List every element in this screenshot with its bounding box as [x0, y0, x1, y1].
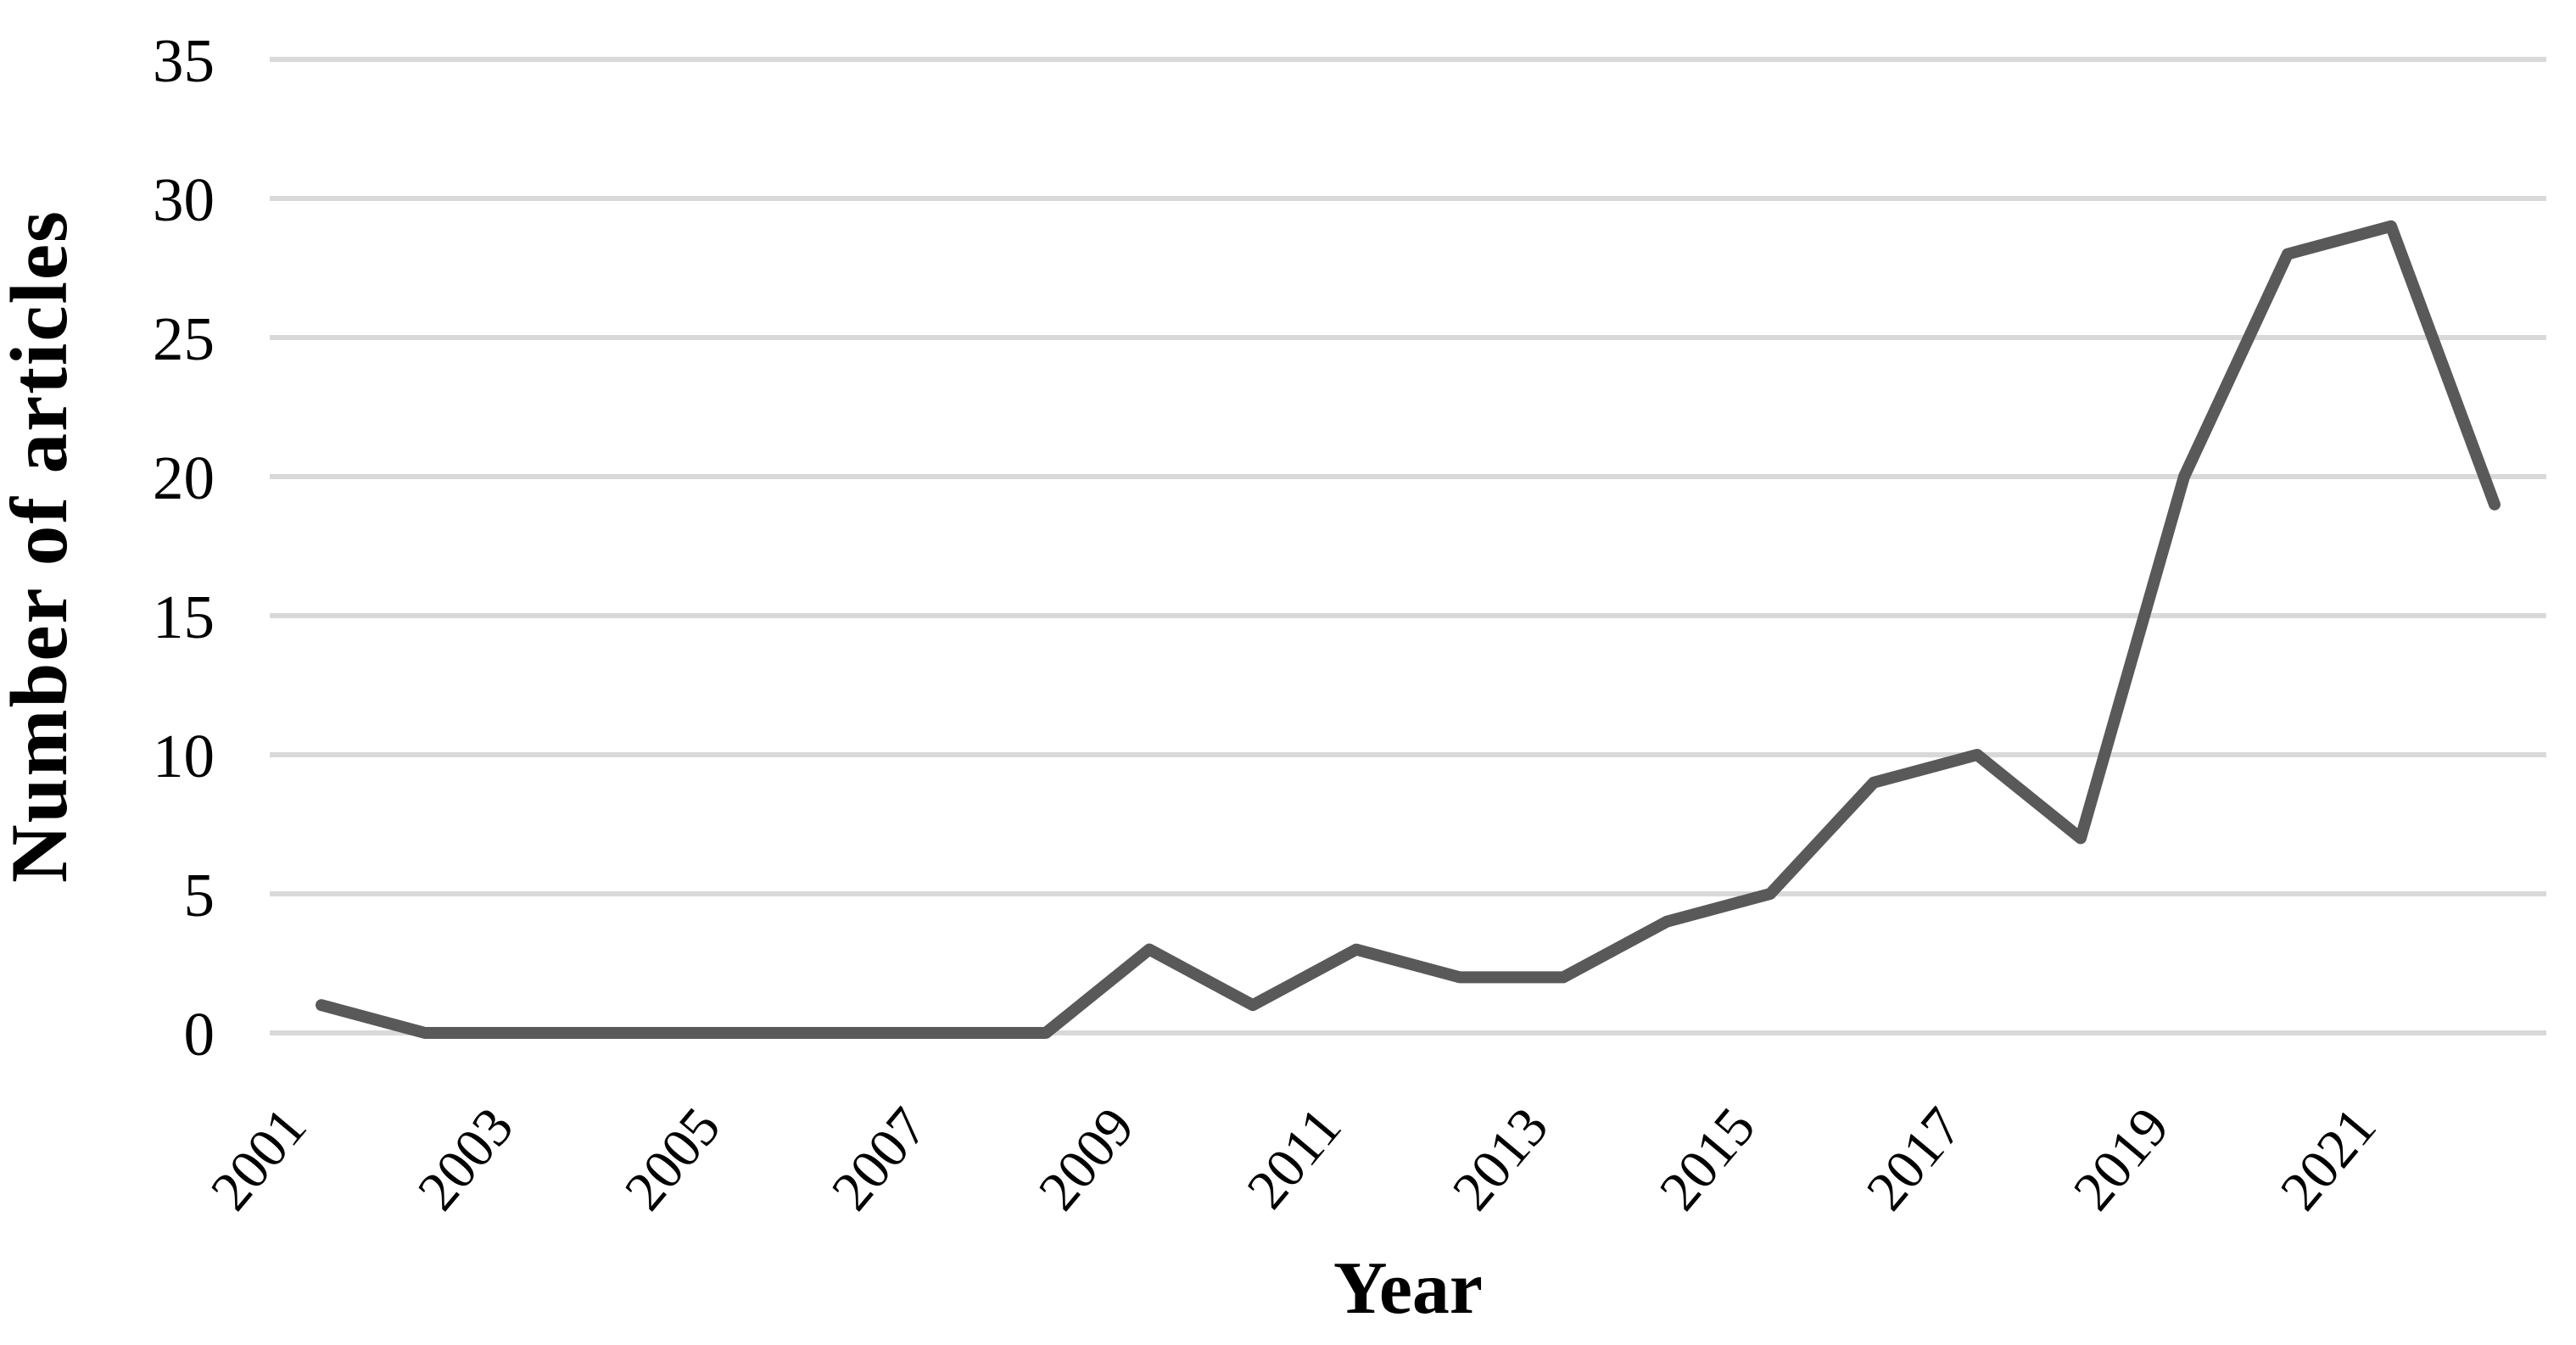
- x-tick-label-2001: 2001: [199, 1097, 319, 1222]
- y-tick-label-25: 25: [153, 304, 215, 373]
- x-tick-label-2021: 2021: [2269, 1097, 2389, 1222]
- x-tick-label-2011: 2011: [1235, 1097, 1353, 1220]
- horizontal-gridlines: [270, 57, 2546, 1035]
- x-axis-tick-labels: 2001 2003 2005 2007 2009 2011 2013 2015 2017 2019…: [199, 1097, 2389, 1222]
- y-tick-label-0: 0: [184, 1000, 215, 1069]
- articles-trend-line: [316, 220, 2501, 1039]
- x-tick-label-2005: 2005: [613, 1097, 733, 1222]
- y-tick-label-5: 5: [184, 861, 215, 929]
- y-tick-label-15: 15: [153, 583, 215, 651]
- y-axis-title: Number of articles: [0, 209, 84, 883]
- x-tick-label-2015: 2015: [1648, 1097, 1768, 1222]
- y-tick-label-10: 10: [153, 722, 215, 790]
- x-tick-label-2017: 2017: [1855, 1097, 1975, 1222]
- y-axis-tick-labels: 0 5 10 15 20 25 30 35: [153, 26, 215, 1069]
- x-tick-label-2019: 2019: [2062, 1097, 2182, 1222]
- y-tick-label-35: 35: [153, 26, 215, 95]
- x-tick-label-2013: 2013: [1441, 1097, 1561, 1222]
- y-tick-label-30: 30: [153, 165, 215, 234]
- x-tick-label-2003: 2003: [406, 1097, 526, 1222]
- x-tick-label-2007: 2007: [820, 1097, 940, 1222]
- x-tick-label-2009: 2009: [1027, 1097, 1147, 1222]
- x-axis-title: Year: [1333, 1247, 1483, 1330]
- y-tick-label-20: 20: [153, 444, 215, 512]
